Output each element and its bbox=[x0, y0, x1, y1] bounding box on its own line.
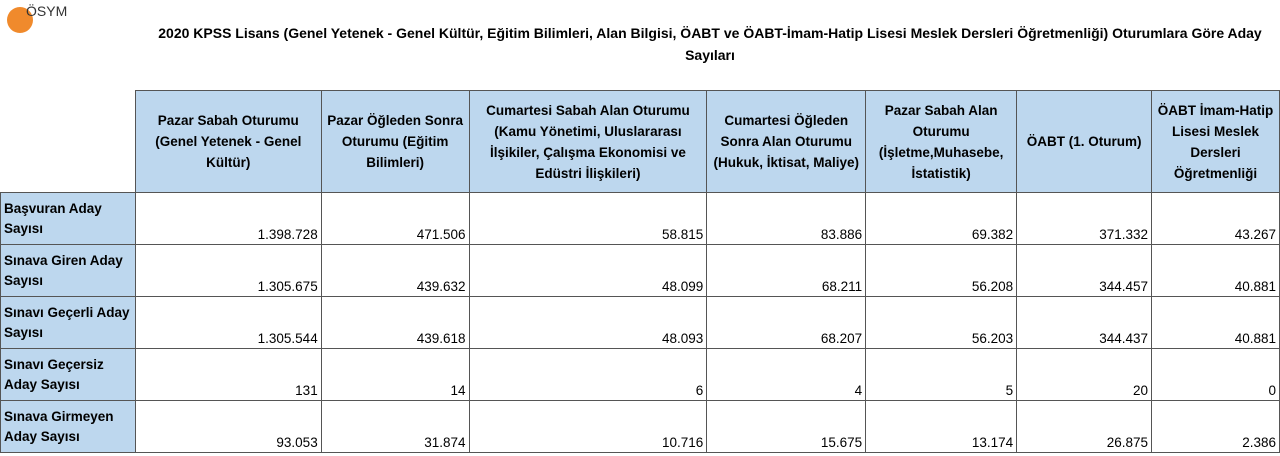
value-cell: 58.815 bbox=[468, 192, 708, 245]
table-row: Sınava Girmeyen Aday Sayısı 93.053 31.874 1… bbox=[0, 400, 1280, 453]
column-header: Pazar Sabah Alan Oturumu (İşletme,Muhase… bbox=[865, 90, 1018, 193]
value-cell: 68.211 bbox=[706, 244, 867, 297]
value-cell: 344.457 bbox=[1016, 244, 1153, 297]
value-cell: 40.881 bbox=[1151, 296, 1280, 349]
value-cell: 10.716 bbox=[468, 400, 708, 453]
row-header: Sınava Girmeyen Aday Sayısı bbox=[0, 400, 136, 453]
value-cell: 56.208 bbox=[865, 244, 1018, 297]
value-cell: 15.675 bbox=[706, 400, 867, 453]
header-row: Pazar Sabah Oturumu (Genel Yetenek - Gen… bbox=[0, 90, 1280, 193]
value-cell: 6 bbox=[468, 348, 708, 401]
value-cell: 69.382 bbox=[865, 192, 1018, 245]
table-row: Başvuran Aday Sayısı 1.398.728 471.506 58.8… bbox=[0, 192, 1280, 245]
osym-logo: ÖSYM bbox=[6, 2, 68, 33]
column-header: Cumartesi Öğleden Sonra Alan Oturumu (Hu… bbox=[706, 90, 867, 193]
row-header: Sınavı Geçersiz Aday Sayısı bbox=[0, 348, 136, 401]
value-cell: 20 bbox=[1016, 348, 1153, 401]
column-header: ÖABT (1. Oturum) bbox=[1016, 90, 1153, 193]
value-cell: 5 bbox=[865, 348, 1018, 401]
table-row: Sınavı Geçerli Aday Sayısı 1.305.544 439.6… bbox=[0, 296, 1280, 349]
column-header: ÖABT İmam-Hatip Lisesi Meslek Dersleri Ö… bbox=[1151, 90, 1280, 193]
value-cell: 2.386 bbox=[1151, 400, 1280, 453]
value-cell: 131 bbox=[134, 348, 322, 401]
candidate-counts-table: Pazar Sabah Oturumu (Genel Yetenek - Gen… bbox=[0, 90, 1280, 453]
value-cell: 1.398.728 bbox=[134, 192, 322, 245]
value-cell: 48.093 bbox=[468, 296, 708, 349]
value-cell: 26.875 bbox=[1016, 400, 1153, 453]
value-cell: 93.053 bbox=[134, 400, 322, 453]
row-header: Sınava Giren Aday Sayısı bbox=[0, 244, 136, 297]
value-cell: 14 bbox=[320, 348, 470, 401]
value-cell: 471.506 bbox=[320, 192, 470, 245]
value-cell: 0 bbox=[1151, 348, 1280, 401]
value-cell: 4 bbox=[706, 348, 867, 401]
value-cell: 40.881 bbox=[1151, 244, 1280, 297]
column-header: Pazar Sabah Oturumu (Genel Yetenek - Gen… bbox=[134, 90, 322, 193]
value-cell: 43.267 bbox=[1151, 192, 1280, 245]
table-row: Sınavı Geçersiz Aday Sayısı 131 14 6 4 5 20 0 bbox=[0, 348, 1280, 401]
value-cell: 439.632 bbox=[320, 244, 470, 297]
value-cell: 439.618 bbox=[320, 296, 470, 349]
value-cell: 344.437 bbox=[1016, 296, 1153, 349]
column-header: Cumartesi Sabah Alan Oturumu (Kamu Yönet… bbox=[468, 90, 708, 193]
value-cell: 68.207 bbox=[706, 296, 867, 349]
value-cell: 371.332 bbox=[1016, 192, 1153, 245]
value-cell: 1.305.675 bbox=[134, 244, 322, 297]
value-cell: 13.174 bbox=[865, 400, 1018, 453]
corner-cell bbox=[0, 90, 136, 193]
value-cell: 31.874 bbox=[320, 400, 470, 453]
logo-circle-icon bbox=[7, 7, 33, 33]
row-header: Başvuran Aday Sayısı bbox=[0, 192, 136, 245]
value-cell: 48.099 bbox=[468, 244, 708, 297]
logo-text: ÖSYM bbox=[26, 3, 68, 19]
value-cell: 1.305.544 bbox=[134, 296, 322, 349]
value-cell: 56.203 bbox=[865, 296, 1018, 349]
table-row: Sınava Giren Aday Sayısı 1.305.675 439.632… bbox=[0, 244, 1280, 297]
row-header: Sınavı Geçerli Aday Sayısı bbox=[0, 296, 136, 349]
value-cell: 83.886 bbox=[706, 192, 867, 245]
column-header: Pazar Öğleden Sonra Oturumu (Eğitim Bili… bbox=[320, 90, 470, 193]
page-title: 2020 KPSS Lisans (Genel Yetenek - Genel … bbox=[158, 25, 1262, 63]
